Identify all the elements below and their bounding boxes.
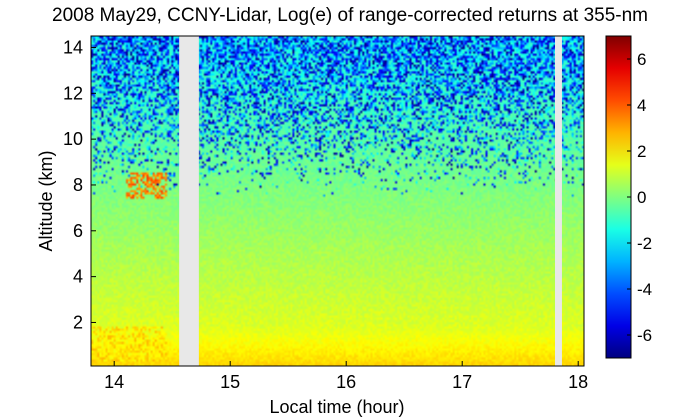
y-tick-label: 14: [63, 37, 83, 57]
x-axis: 14 15 16 17 18: [104, 361, 588, 392]
y-tick-label: 8: [73, 175, 83, 195]
colorbar-tick-label: -6: [637, 326, 652, 345]
chart-title: 2008 May29, CCNY-Lidar, Log(e) of range-…: [52, 5, 648, 26]
x-tick-label: 15: [220, 372, 240, 392]
colorbar-tick-label: 2: [637, 142, 646, 161]
colorbar: 6 4 2 0 -2 -4 -6: [605, 35, 652, 359]
y-tick-label: 4: [73, 267, 83, 287]
data-gap-0: [179, 36, 199, 366]
heatmap-image: [91, 36, 584, 366]
colorbar-tick-label: -2: [637, 234, 652, 253]
x-tick-label: 18: [568, 372, 588, 392]
colorbar-tick-label: 0: [637, 188, 646, 207]
y-tick-label: 12: [63, 83, 83, 103]
y-axis: 2 4 6 8 10 12 14: [63, 37, 96, 332]
x-tick-label: 14: [104, 372, 124, 392]
colorbar-tick-label: -4: [637, 280, 652, 299]
x-tick-label: 17: [452, 372, 472, 392]
colorbar-tick-label: 4: [637, 96, 646, 115]
colorbar-tick-label: 6: [637, 50, 646, 69]
y-tick-label: 2: [73, 312, 83, 332]
y-tick-label: 10: [63, 129, 83, 149]
data-gap-1: [555, 36, 562, 366]
plot-area: [90, 35, 585, 367]
x-axis-label: Local time (hour): [269, 397, 404, 417]
x-tick-label: 16: [336, 372, 356, 392]
plot-frame: [90, 35, 585, 367]
y-tick-label: 6: [73, 221, 83, 241]
y-axis-label: Altitude (km): [36, 150, 56, 251]
data-gaps: [179, 36, 562, 366]
colorbar-ticks: 6 4 2 0 -2 -4 -6: [627, 50, 652, 345]
